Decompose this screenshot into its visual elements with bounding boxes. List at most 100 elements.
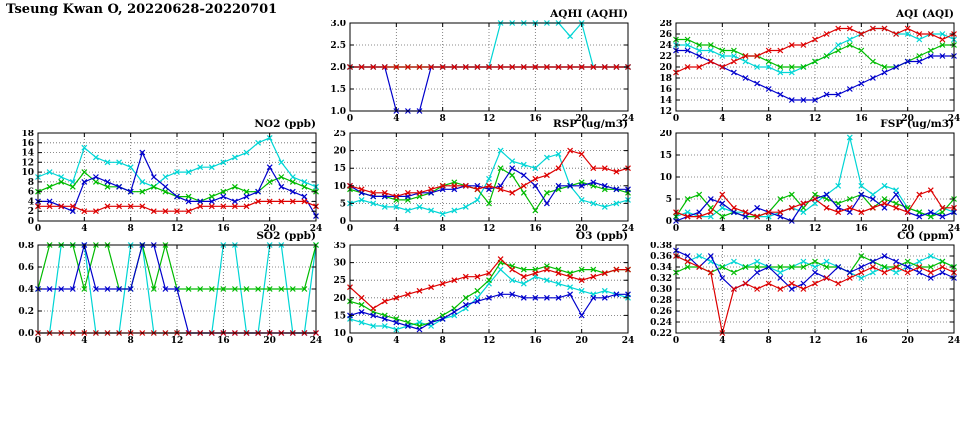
y-tick-label: 16 bbox=[21, 139, 34, 149]
x-tick-label: 12 bbox=[171, 224, 184, 232]
y-tick-label: 0.34 bbox=[650, 263, 672, 273]
y-tick-label: 2.5 bbox=[330, 41, 346, 51]
plot-area: 0 5 10 15 20 0 4 8 12 16 20 24 bbox=[659, 130, 960, 232]
x-tick-label: 24 bbox=[622, 336, 634, 344]
y-tick-label: 8 bbox=[28, 178, 34, 188]
x-tick-label: 8 bbox=[766, 336, 772, 344]
y-tick-label: 2 bbox=[28, 207, 34, 217]
y-tick-label: 5 bbox=[340, 199, 346, 209]
x-tick-label: 8 bbox=[766, 114, 772, 122]
x-tick-label: 4 bbox=[81, 224, 87, 232]
series-blue bbox=[347, 291, 631, 333]
series-cyan bbox=[347, 147, 631, 217]
y-tick-label: 5 bbox=[666, 195, 672, 205]
x-tick-label: 12 bbox=[809, 336, 822, 344]
x-tick-label: 4 bbox=[393, 336, 399, 344]
x-tick-label: 16 bbox=[855, 336, 868, 344]
plot-area: 10 15 20 25 30 35 0 4 8 12 16 20 24 bbox=[333, 242, 634, 344]
y-tick-label: 12 bbox=[659, 107, 672, 117]
y-tick-label: 0.30 bbox=[650, 285, 672, 295]
y-tick-label: 1.0 bbox=[330, 107, 346, 117]
plot-area: 0.220.240.260.280.300.320.340.360.38 0 4 8 1… bbox=[650, 242, 960, 344]
x-tick-label: 12 bbox=[809, 224, 822, 232]
chart-no2: NO2 (ppb) 0 2 4 6 8 10 12 14 16 18 0 4 8 12 16 20 24 bbox=[4, 118, 322, 232]
page-title: Tseung Kwan O, 20220628-20220701 bbox=[6, 2, 278, 17]
y-tick-label: 25 bbox=[333, 276, 346, 286]
x-tick-label: 12 bbox=[809, 114, 822, 122]
y-tick-label: 20 bbox=[333, 147, 346, 157]
y-tick-label: 26 bbox=[659, 30, 672, 40]
x-tick-label: 0 bbox=[347, 114, 353, 122]
y-tick-label: 24 bbox=[659, 41, 672, 51]
y-tick-label: 16 bbox=[659, 85, 672, 95]
y-tick-label: 35 bbox=[333, 242, 346, 251]
x-tick-label: 16 bbox=[217, 224, 230, 232]
x-tick-label: 20 bbox=[575, 114, 588, 122]
chart-title: SO2 (ppb) bbox=[256, 230, 316, 242]
x-tick-label: 4 bbox=[81, 336, 87, 344]
y-tick-label: 28 bbox=[659, 20, 672, 29]
y-tick-label: 10 bbox=[21, 168, 34, 178]
x-tick-label: 0 bbox=[347, 224, 353, 232]
y-tick-label: 15 bbox=[333, 311, 346, 321]
y-tick-label: 18 bbox=[21, 130, 34, 139]
x-tick-label: 0 bbox=[35, 336, 41, 344]
x-tick-label: 0 bbox=[35, 224, 41, 232]
y-tick-label: 0.24 bbox=[650, 318, 672, 328]
y-tick-label: 0.28 bbox=[650, 296, 672, 306]
x-tick-label: 16 bbox=[529, 336, 542, 344]
x-tick-label: 0 bbox=[347, 336, 353, 344]
tick-marks bbox=[349, 244, 629, 334]
y-tick-label: 0.8 bbox=[18, 242, 34, 251]
x-tick-label: 20 bbox=[901, 224, 914, 232]
y-tick-label: 3.0 bbox=[330, 20, 346, 29]
y-tick-label: 22 bbox=[659, 52, 672, 62]
x-tick-label: 16 bbox=[529, 114, 542, 122]
x-tick-label: 16 bbox=[529, 224, 542, 232]
x-tick-label: 20 bbox=[263, 224, 276, 232]
chart-co: CO (ppm) 0.22 0.24 0.26 0.28 0.30 0.32 0.34 0.3… bbox=[642, 230, 960, 344]
y-tick-label: 15 bbox=[333, 164, 346, 174]
chart-o3: O3 (ppb) 10 15 20 25 30 35 0 4 8 12 16 20 24 bbox=[316, 230, 634, 344]
y-tick-label: 30 bbox=[333, 259, 346, 269]
plot-area: 0.0 0.2 0.4 0.6 0.8 0 4 8 12 16 20 24 bbox=[18, 242, 322, 344]
y-tick-label: 18 bbox=[659, 74, 672, 84]
chart-aqi: AQI (AQI) 12 14 16 18 20 22 24 26 28 0 4 8 12 16 20 24 bbox=[642, 8, 960, 122]
x-tick-label: 4 bbox=[393, 224, 399, 232]
x-tick-label: 24 bbox=[948, 224, 960, 232]
gridlines bbox=[676, 245, 954, 333]
x-tick-label: 24 bbox=[622, 114, 634, 122]
y-tick-label: 10 bbox=[333, 329, 346, 339]
x-tick-label: 20 bbox=[263, 336, 276, 344]
x-tick-label: 8 bbox=[128, 224, 134, 232]
x-tick-label: 8 bbox=[440, 114, 446, 122]
plot-border bbox=[37, 132, 317, 222]
x-tick-label: 4 bbox=[393, 114, 399, 122]
y-tick-label: 20 bbox=[659, 130, 672, 139]
x-tick-label: 24 bbox=[310, 336, 322, 344]
y-tick-label: 15 bbox=[659, 151, 672, 161]
y-tick-label: 0.38 bbox=[650, 242, 672, 251]
y-tick-label: 0.26 bbox=[650, 307, 672, 317]
x-tick-label: 8 bbox=[128, 336, 134, 344]
chart-title: AQI (AQI) bbox=[895, 8, 954, 20]
x-tick-label: 4 bbox=[719, 114, 725, 122]
x-tick-label: 12 bbox=[483, 224, 496, 232]
plot-border bbox=[349, 22, 629, 112]
x-tick-label: 8 bbox=[766, 224, 772, 232]
chart-title: RSP (ug/m3) bbox=[552, 118, 628, 130]
chart-title: AQHI (AQHI) bbox=[550, 8, 628, 20]
y-tick-label: 0.32 bbox=[650, 274, 672, 284]
y-tick-label: 20 bbox=[659, 63, 672, 73]
y-tick-label: 0.36 bbox=[650, 252, 672, 262]
y-tick-label: 10 bbox=[333, 182, 346, 192]
x-tick-label: 8 bbox=[440, 224, 446, 232]
series-red bbox=[347, 147, 631, 200]
plot-border bbox=[349, 132, 629, 222]
x-tick-label: 4 bbox=[719, 224, 725, 232]
y-tick-label: 0.6 bbox=[18, 263, 34, 273]
x-tick-label: 8 bbox=[440, 336, 446, 344]
chart-fsp: FSP (ug/m3) 0 5 10 15 20 0 4 8 12 16 20 24 bbox=[642, 118, 960, 232]
